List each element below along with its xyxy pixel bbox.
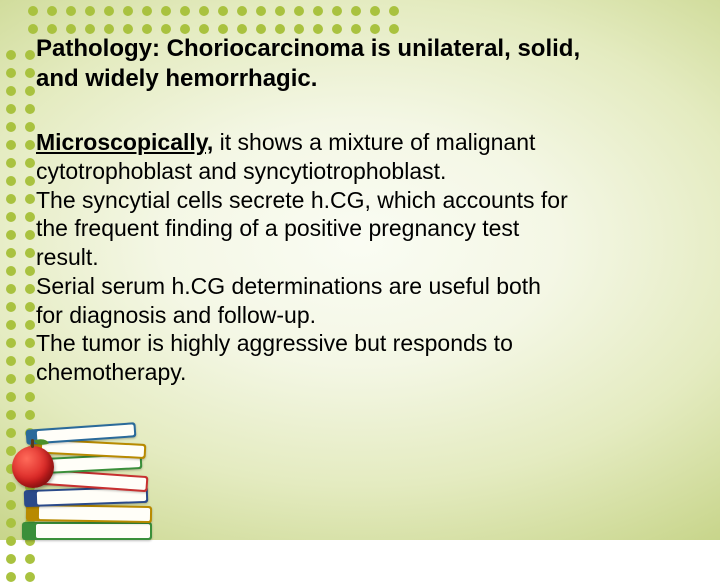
apple-icon xyxy=(12,446,54,488)
slide-content: Pathology: Choriocarcinoma is unilateral… xyxy=(36,34,676,387)
slide: Pathology: Choriocarcinoma is unilateral… xyxy=(0,0,720,540)
body-l1: it shows a mixture of malignant xyxy=(213,129,535,155)
body-l5: result. xyxy=(36,244,99,270)
body-l6: Serial serum h.CG determinations are use… xyxy=(36,273,541,299)
body-text: Microscopically, it shows a mixture of m… xyxy=(36,128,676,387)
body-l2: cytotrophoblast and syncytiotrophoblast. xyxy=(36,158,446,184)
body-l4: the frequent finding of a positive pregn… xyxy=(36,215,519,241)
heading: Pathology: Choriocarcinoma is unilateral… xyxy=(36,34,676,94)
heading-line2: and widely hemorrhagic. xyxy=(36,65,317,92)
body-l7: for diagnosis and follow-up. xyxy=(36,302,316,328)
heading-line1: Choriocarcinoma is unilateral, solid, xyxy=(167,35,580,62)
heading-lead: Pathology: xyxy=(36,35,167,62)
body-l9: chemotherapy. xyxy=(36,359,186,385)
body-l3: The syncytial cells secrete h.CG, which … xyxy=(36,187,568,213)
books-illustration xyxy=(14,410,164,540)
book-icon xyxy=(26,504,152,523)
body-lead: Microscopically, xyxy=(36,129,213,155)
book-icon xyxy=(22,522,152,540)
body-l8: The tumor is highly aggressive but respo… xyxy=(36,330,513,356)
